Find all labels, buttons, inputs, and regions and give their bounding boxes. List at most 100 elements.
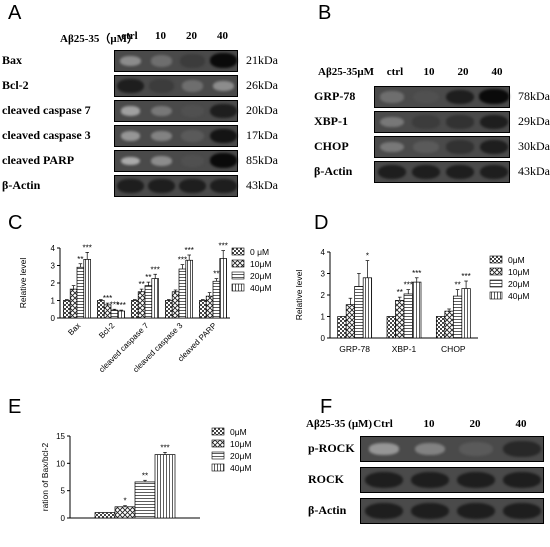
significance-label: * <box>123 497 126 506</box>
blot-strip <box>114 100 238 122</box>
x-category-label: Bax <box>66 321 82 337</box>
bar <box>412 281 422 339</box>
blot-band <box>210 178 237 194</box>
blot-band <box>410 502 450 520</box>
blot-band <box>180 54 205 68</box>
blot-row-label: cleaved caspase 3 <box>2 128 91 142</box>
blot-band <box>179 178 206 194</box>
blot-band <box>120 131 141 141</box>
lane-label: 10 <box>155 30 166 42</box>
blot-band <box>446 115 474 129</box>
blot-strip <box>114 150 238 172</box>
bar <box>114 506 136 519</box>
significance-label: ** <box>145 273 151 282</box>
bar <box>199 300 207 319</box>
y-tick-label: 0 <box>61 514 66 523</box>
lane-label: 10 <box>423 418 435 430</box>
blot-kda-label: 43kDa <box>246 178 278 192</box>
bar <box>151 278 159 319</box>
blot-kda-label: 21kDa <box>246 53 278 67</box>
blot-band <box>180 130 204 142</box>
legend-swatch <box>489 255 503 264</box>
legend-label: 40μM <box>230 463 251 473</box>
bar <box>435 316 446 339</box>
legend-label: 20μM <box>508 279 529 289</box>
y-axis-label: Relative level <box>18 258 28 309</box>
blot-band <box>380 141 404 153</box>
significance-label: *** <box>117 301 126 310</box>
bar <box>178 268 187 319</box>
significance-label: ** <box>142 471 148 480</box>
bar <box>97 300 105 319</box>
legend-label: 10μM <box>230 439 251 449</box>
blot-band <box>502 502 542 520</box>
blot-strip <box>360 467 544 493</box>
blot-band <box>151 130 172 142</box>
blot-band <box>181 80 204 92</box>
bar <box>117 310 125 319</box>
blot-row-label: GRP-78 <box>314 89 356 103</box>
bar <box>386 316 396 339</box>
blot-row-label: β-Actin <box>2 178 41 192</box>
blot-band <box>446 140 474 154</box>
panel-letter-f: F <box>320 396 333 418</box>
significance-label: *** <box>103 294 112 303</box>
panel-b-western-blot: ctrl 10 20 40 GRP-78 78kDa XBP-1 29kDa CHOP 30kDa… <box>314 66 550 186</box>
blot-band <box>413 141 439 153</box>
bar <box>131 300 139 319</box>
lane-label: 10 <box>423 66 435 78</box>
legend-swatch <box>231 247 245 256</box>
blot-kda-label: 43kDa <box>518 164 550 178</box>
bar <box>137 291 146 319</box>
blot-row-label: β-Actin <box>308 503 347 517</box>
y-tick-label: 4 <box>321 248 326 257</box>
significance-label: ** <box>397 288 403 297</box>
significance-label: *** <box>160 443 169 452</box>
x-category-label: Bcl-2 <box>97 321 117 341</box>
blot-strip <box>374 86 510 108</box>
blot-strip <box>114 50 238 72</box>
blot-row-label: p-ROCK <box>308 441 355 455</box>
blot-band <box>479 164 509 180</box>
blot-strip <box>360 498 544 524</box>
panel-letter-a: A <box>8 2 22 24</box>
lane-label: 40 <box>491 66 503 78</box>
blot-band <box>412 115 440 129</box>
bar <box>395 300 405 339</box>
blot-kda-label: 78kDa <box>518 89 550 103</box>
bar <box>212 280 221 319</box>
bar <box>444 310 454 339</box>
blot-strip <box>374 161 510 183</box>
legend-swatch <box>211 451 225 460</box>
blot-band <box>117 178 144 194</box>
bar <box>69 288 78 319</box>
bar <box>452 295 463 339</box>
panel-letter-c: C <box>8 212 23 234</box>
blot-band <box>411 164 441 180</box>
blot-row-label: XBP-1 <box>314 114 348 128</box>
bar <box>154 454 176 519</box>
panel-f-western-blot: Ctrl 10 20 40 p-ROCK ROCK β-Actin <box>300 418 550 529</box>
significance-label: *** <box>110 300 119 309</box>
y-tick-label: 0 <box>321 334 326 343</box>
blot-band <box>502 471 542 489</box>
lane-label: 40 <box>217 30 228 42</box>
blot-band <box>150 55 173 67</box>
blot-kda-label: 85kDa <box>246 153 278 167</box>
y-axis-label: Relative level <box>294 270 304 321</box>
blot-kda-label: 17kDa <box>246 128 278 142</box>
panel-a-treatment-label: Aβ25-35（μM） <box>60 33 139 45</box>
lane-label: ctrl <box>386 66 404 78</box>
blot-band <box>180 104 205 118</box>
significance-label: ** <box>213 270 219 279</box>
legend-swatch <box>211 463 225 472</box>
y-tick-label: 5 <box>61 487 66 496</box>
significance-label: *** <box>178 256 187 265</box>
blot-strip <box>114 75 238 97</box>
y-tick-label: 10 <box>56 459 65 468</box>
legend-label: 20μM <box>250 271 271 281</box>
blot-band <box>413 90 439 104</box>
blot-band <box>445 89 475 105</box>
blot-band <box>445 164 475 180</box>
